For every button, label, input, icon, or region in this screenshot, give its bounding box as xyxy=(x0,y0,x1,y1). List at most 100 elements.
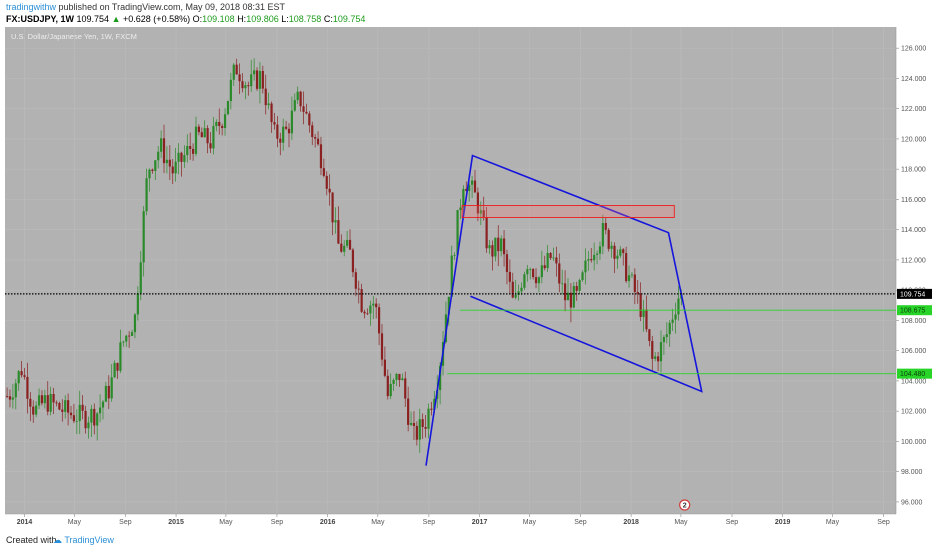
candle-body xyxy=(607,229,610,249)
price-label-value: 104.480 xyxy=(900,371,925,378)
candle-body xyxy=(354,272,357,289)
author-link[interactable]: tradingwithw xyxy=(6,2,57,12)
candle-body xyxy=(627,275,631,282)
candle-body xyxy=(136,293,139,315)
event-markers[interactable]: 2 xyxy=(679,499,691,511)
candle-body xyxy=(473,180,477,193)
published-text: published on TradingView.com, May 09, 20… xyxy=(58,2,286,12)
candle-body xyxy=(543,265,546,269)
candle-body xyxy=(372,303,375,306)
candle-body xyxy=(439,365,442,391)
candle-body xyxy=(674,314,677,320)
candle-body xyxy=(619,249,622,256)
price-label-tag xyxy=(897,368,932,379)
candle-body xyxy=(340,243,343,252)
chart-title: U.S. Dollar/Japanese Yen, 1W, FXCM xyxy=(11,32,137,41)
candle-body xyxy=(139,262,142,294)
candle-body xyxy=(636,291,639,294)
candle-body xyxy=(447,296,450,315)
resistance-zone[interactable] xyxy=(461,205,675,219)
high-value: 109.806 xyxy=(246,14,279,24)
candle-body xyxy=(427,408,430,429)
candle-body xyxy=(32,406,35,415)
candle-body xyxy=(517,291,520,295)
price-label-tag xyxy=(897,288,932,299)
drawings[interactable] xyxy=(5,154,896,466)
candle-body xyxy=(325,175,328,189)
candle-body xyxy=(52,393,55,403)
candle-body xyxy=(148,169,151,179)
time-tick-label: 2014 xyxy=(17,519,33,526)
close-label: C: xyxy=(323,14,333,24)
candle-body xyxy=(250,74,253,87)
candle-body xyxy=(87,422,90,429)
candle-body xyxy=(508,271,511,282)
candle-body xyxy=(35,405,38,415)
candle-body xyxy=(142,211,145,263)
low-value: 108.758 xyxy=(288,14,322,24)
candle-body xyxy=(534,277,538,284)
candle-body xyxy=(72,415,76,422)
candle-body xyxy=(116,362,119,371)
candle-body xyxy=(81,404,84,411)
price-change: +0.628 (+0.58%) xyxy=(123,14,191,24)
price-chart[interactable]: U.S. Dollar/Japanese Yen, 1W, FXCM 96.00… xyxy=(0,27,932,531)
time-tick-label: Sep xyxy=(574,519,587,526)
candle-body xyxy=(282,126,285,143)
candle-body xyxy=(75,421,78,422)
candle-body xyxy=(267,103,270,106)
candle-body xyxy=(229,79,232,102)
price-tick-label: 100.000 xyxy=(901,439,926,446)
candle-body xyxy=(566,292,570,301)
candle-body xyxy=(145,178,148,212)
candle-body xyxy=(468,184,471,191)
candle-body xyxy=(610,245,613,249)
candle-body xyxy=(67,400,70,413)
candle-body xyxy=(189,146,192,149)
candle-body xyxy=(645,309,648,330)
candle-body xyxy=(502,238,506,255)
candle-body xyxy=(485,217,488,249)
candle-body xyxy=(616,255,619,259)
candle-body xyxy=(630,274,634,276)
candle-body xyxy=(40,395,44,404)
candle-body xyxy=(261,71,264,89)
candle-body xyxy=(197,126,200,133)
candle-body xyxy=(162,138,166,164)
tradingview-logo[interactable]: ☁ TradingView xyxy=(53,535,114,546)
time-axis[interactable]: 2014 May Sep 2015 May Sep 2016 May Sep 2017 May Sep… xyxy=(5,513,896,526)
price-tick-label: 118.000 xyxy=(901,167,926,174)
candle-body xyxy=(343,245,346,252)
candle-body xyxy=(331,192,334,223)
candle-body xyxy=(523,274,526,288)
price-tick-label: 108.000 xyxy=(901,318,926,325)
candle-body xyxy=(122,341,125,343)
candle-body xyxy=(11,397,14,400)
plot-area[interactable] xyxy=(5,27,896,514)
candle-body xyxy=(191,148,195,154)
candle-body xyxy=(488,245,491,249)
candle-body xyxy=(662,337,666,343)
time-tick-label: Sep xyxy=(877,519,890,526)
open-value: 109.108 xyxy=(202,14,235,24)
broadening-wedge-pattern[interactable] xyxy=(425,154,703,466)
candle-body xyxy=(395,373,398,380)
candle-body xyxy=(482,210,485,218)
candle-body xyxy=(125,335,128,342)
candle-body xyxy=(107,385,110,399)
candle-body xyxy=(450,255,453,297)
candle-body xyxy=(656,356,660,362)
candle-body xyxy=(563,283,567,301)
candle-body xyxy=(64,400,67,412)
price-axis[interactable]: 96.000 98.000 100.000 102.000 104.000 106.000… xyxy=(895,27,932,514)
candle-body xyxy=(526,269,529,275)
candle-body xyxy=(69,412,73,416)
candle-body xyxy=(497,237,500,252)
time-tick-label: May xyxy=(826,519,840,526)
candle-body xyxy=(209,143,212,149)
candle-body xyxy=(334,220,337,223)
candle-body xyxy=(401,378,404,381)
price-tick-label: 116.000 xyxy=(901,197,926,204)
event-marker-icon[interactable] xyxy=(679,499,691,511)
candle-body xyxy=(84,410,87,429)
